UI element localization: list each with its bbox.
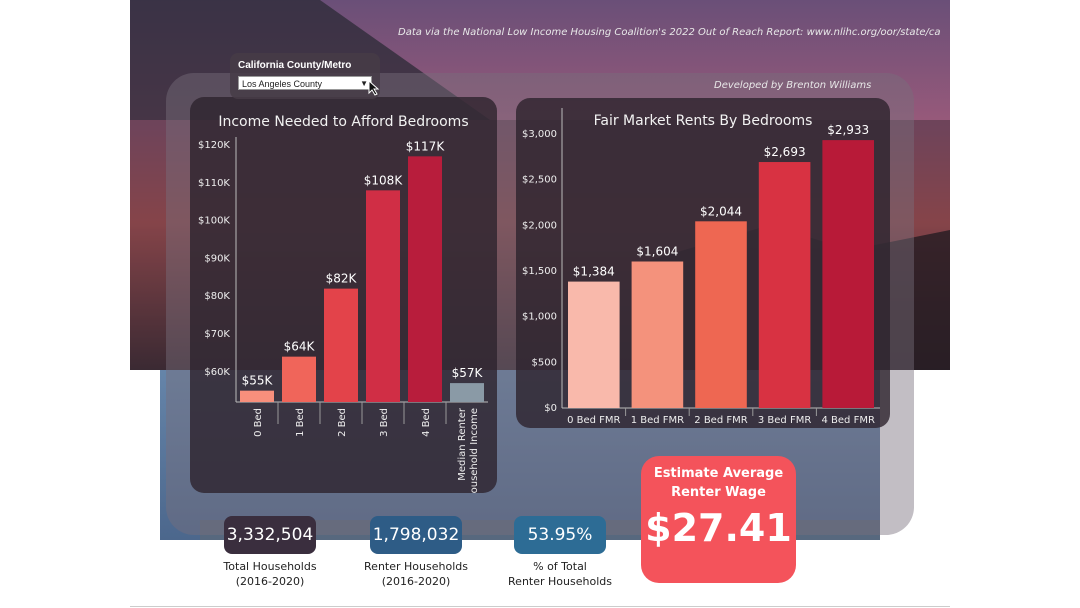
income-bar xyxy=(450,383,484,402)
fmr-y-tick-label: $0 xyxy=(544,403,557,414)
fmr-bar xyxy=(695,221,747,408)
income-y-tick-label: $100K xyxy=(198,216,230,227)
renter-wage-value: $27.41 xyxy=(645,506,792,550)
kpi-renter-households-value: 1,798,032 xyxy=(372,525,460,545)
fmr-y-tick-label: $1,500 xyxy=(522,266,557,277)
developer-note: Developed by Brenton Williams xyxy=(714,80,872,91)
fmr-x-tick-label: 2 Bed FMR xyxy=(694,415,747,426)
income-y-tick-label: $120K xyxy=(198,140,230,151)
fmr-bar xyxy=(631,261,684,408)
kpi-renter-households-label-text: Renter Households (2016-2020) xyxy=(364,560,468,588)
fmr-chart-title: Fair Market Rents By Bedrooms xyxy=(593,113,813,129)
fmr-bar xyxy=(822,140,874,409)
income-bar-value-label: $55K xyxy=(242,374,274,388)
county-select-value: Los Angeles County xyxy=(242,79,323,89)
fmr-x-tick-label: 1 Bed FMR xyxy=(631,415,684,426)
renter-wage-label: Estimate Average Renter Wage xyxy=(653,466,784,500)
fmr-y-tick-label: $2,500 xyxy=(522,175,557,186)
income-bar-value-label: $82K xyxy=(326,272,358,286)
fmr-y-tick-label: $500 xyxy=(532,357,557,368)
county-filter: California County/Metro Los Angeles Coun… xyxy=(230,53,380,99)
kpi-renter-share: 53.95% xyxy=(514,516,606,554)
income-y-tick-label: $60K xyxy=(204,367,230,378)
kpi-renter-households-label: Renter Households (2016-2020) xyxy=(346,559,486,589)
fmr-x-tick-label: 0 Bed FMR xyxy=(567,415,620,426)
income-x-tick-label: 3 Bed xyxy=(379,408,390,437)
renter-wage-card: Estimate Average Renter Wage $27.41 xyxy=(641,456,796,583)
income-bar xyxy=(408,156,442,402)
fmr-bar-value-label: $1,604 xyxy=(636,245,678,259)
income-x-tick-label: 0 Bed xyxy=(253,408,264,437)
fmr-bar-value-label: $1,384 xyxy=(573,265,615,279)
income-bar-value-label: $57K xyxy=(452,366,484,380)
bottom-divider xyxy=(130,606,950,607)
fmr-y-tick-label: $3,000 xyxy=(522,129,557,140)
kpi-total-households-label: Total Households (2016-2020) xyxy=(200,559,340,589)
chevron-down-icon: ▼ xyxy=(360,79,368,88)
kpi-renter-households: 1,798,032 xyxy=(370,516,462,554)
income-bar-value-label: $117K xyxy=(406,139,446,153)
fmr-bar-value-label: $2,693 xyxy=(764,145,806,159)
income-bar-value-label: $108K xyxy=(364,173,404,187)
income-x-tick-label: 1 Bed xyxy=(295,408,306,437)
kpi-total-households-label-text: Total Households (2016-2020) xyxy=(223,560,317,588)
income-x-tick-label: 2 Bed xyxy=(337,408,348,437)
fmr-bar-value-label: $2,044 xyxy=(700,204,742,218)
income-y-tick-label: $70K xyxy=(204,329,230,340)
fmr-bar xyxy=(568,281,620,408)
income-chart: $60K $70K $80K $90K $100K $110K $120K $55K 0 Bed… xyxy=(198,137,488,493)
income-bar xyxy=(240,390,274,402)
kpi-renter-share-label-text: % of Total Renter Households xyxy=(508,560,612,588)
fmr-y-tick-label: $2,000 xyxy=(522,220,557,231)
income-y-tick-label: $80K xyxy=(204,291,230,302)
income-bar xyxy=(282,356,316,402)
income-y-tick-label: $90K xyxy=(204,253,230,264)
kpi-total-households: 3,332,504 xyxy=(224,516,316,554)
kpi-renter-share-value: 53.95% xyxy=(527,525,593,545)
fmr-y-tick-label: $1,000 xyxy=(522,312,557,323)
income-x-tick-label: 4 Bed xyxy=(421,408,432,437)
fmr-x-tick-label: 4 Bed FMR xyxy=(821,415,874,426)
county-select[interactable]: Los Angeles County ▼ xyxy=(238,76,372,90)
dashboard-stage: Data via the National Low Income Housing… xyxy=(130,0,950,608)
fmr-bar-value-label: $2,933 xyxy=(827,123,869,137)
mouse-cursor-icon xyxy=(368,80,380,96)
kpi-total-households-value: 3,332,504 xyxy=(226,525,314,545)
fmr-bar xyxy=(758,162,811,408)
income-bar-value-label: $64K xyxy=(284,340,316,354)
income-bar xyxy=(366,190,400,402)
income-bar xyxy=(324,288,358,402)
income-y-tick-label: $110K xyxy=(198,178,230,189)
kpi-renter-share-label: % of Total Renter Households xyxy=(490,559,630,589)
fmr-chart: $0 $500 $1,000 $1,500 $2,000 $2,500 $3,000 $1,3… xyxy=(522,108,880,426)
income-x-tick-label: Median RenterHousehold Income xyxy=(457,407,480,493)
income-chart-title: Income Needed to Afford Bedrooms xyxy=(218,114,469,130)
county-filter-label: California County/Metro xyxy=(238,60,352,71)
source-note: Data via the National Low Income Housing… xyxy=(398,27,941,38)
fmr-x-tick-label: 3 Bed FMR xyxy=(758,415,811,426)
